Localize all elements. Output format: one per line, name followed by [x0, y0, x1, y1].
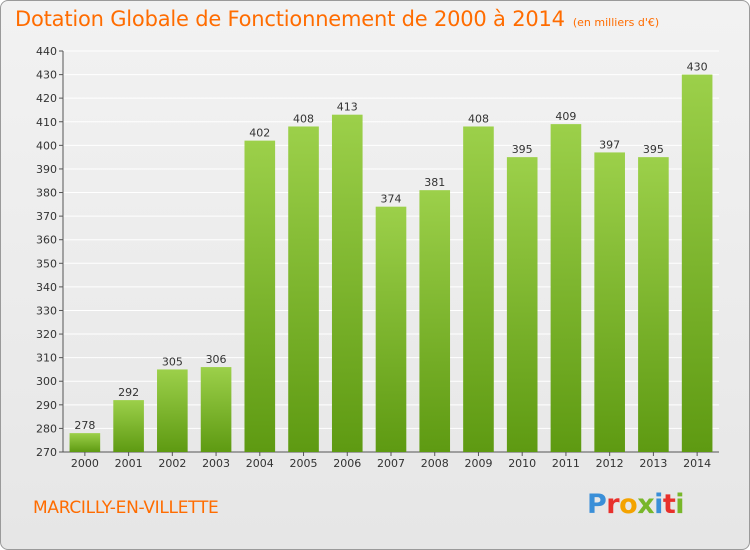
bar-value-label: 395: [643, 143, 664, 156]
bar: [463, 126, 494, 452]
y-tick-label: 420: [36, 92, 57, 105]
bar: [157, 369, 188, 452]
bar: [638, 157, 669, 452]
bar-value-label: 430: [687, 61, 708, 74]
bar: [594, 152, 625, 452]
x-tick-label: 2001: [115, 457, 143, 470]
bar: [113, 400, 144, 452]
y-tick-label: 290: [36, 399, 57, 412]
bar: [375, 206, 407, 452]
brand-letter: i: [654, 489, 663, 520]
bar: [200, 367, 232, 452]
bar-value-label: 306: [206, 353, 227, 366]
bar: [419, 190, 451, 452]
bar: [506, 157, 538, 452]
x-tick-label: 2008: [421, 457, 449, 470]
x-tick-label: 2000: [71, 457, 99, 470]
brand-letter: o: [619, 489, 638, 520]
y-tick-label: 370: [36, 210, 57, 223]
x-tick-label: 2002: [158, 457, 186, 470]
x-tick-label: 2013: [639, 457, 667, 470]
bar-value-label: 408: [468, 112, 489, 125]
x-tick-label: 2004: [246, 457, 274, 470]
chart-subtitle: (en milliers d'€): [572, 16, 660, 29]
bar-value-label: 409: [555, 110, 576, 123]
y-tick-label: 360: [36, 234, 57, 247]
y-tick-label: 300: [36, 375, 57, 388]
bar-value-label: 395: [512, 143, 533, 156]
bar-value-label: 292: [118, 386, 139, 399]
y-tick-label: 320: [36, 328, 57, 341]
bar-value-label: 397: [599, 138, 620, 151]
brand-letter: t: [662, 489, 676, 520]
bar-value-label: 278: [74, 419, 95, 432]
y-tick-label: 440: [36, 45, 57, 58]
bar-value-label: 305: [162, 355, 183, 368]
bar-value-label: 374: [381, 193, 402, 206]
x-tick-label: 2012: [596, 457, 624, 470]
brand-letter: i: [675, 489, 685, 520]
bar-value-label: 408: [293, 112, 314, 125]
y-tick-label: 280: [36, 422, 57, 435]
chart-header: Dotation Globale de Fonctionnement de 20…: [15, 7, 659, 31]
y-tick-label: 430: [36, 69, 57, 82]
bar-value-label: 413: [337, 101, 358, 114]
x-tick-label: 2014: [683, 457, 711, 470]
x-tick-label: 2005: [290, 457, 318, 470]
y-tick-label: 390: [36, 163, 57, 176]
y-tick-label: 400: [36, 139, 57, 152]
bar: [681, 74, 713, 453]
y-tick-label: 380: [36, 187, 57, 200]
bar: [288, 126, 319, 452]
bar: [69, 433, 101, 452]
bar-value-label: 381: [424, 176, 445, 189]
y-tick-label: 330: [36, 304, 57, 317]
bar: [331, 114, 363, 452]
brand-letter: r: [606, 489, 620, 520]
x-tick-label: 2011: [552, 457, 580, 470]
x-tick-label: 2007: [377, 457, 405, 470]
y-tick-label: 340: [36, 281, 57, 294]
x-tick-label: 2009: [464, 457, 492, 470]
x-tick-label: 2006: [333, 457, 361, 470]
brand-letter: P: [587, 489, 607, 520]
x-tick-label: 2003: [202, 457, 230, 470]
bar-value-label: 402: [249, 127, 270, 140]
y-tick-label: 350: [36, 257, 57, 270]
brand-letter: x: [637, 489, 655, 520]
chart-title: Dotation Globale de Fonctionnement de 20…: [15, 7, 565, 31]
y-tick-label: 310: [36, 352, 57, 365]
x-tick-label: 2010: [508, 457, 536, 470]
bar: [550, 124, 582, 452]
y-tick-label: 410: [36, 116, 57, 129]
y-tick-label: 270: [36, 446, 57, 459]
proxiti-logo: Proxiti: [587, 489, 685, 520]
bar: [244, 140, 276, 452]
commune-name: MARCILLY-EN-VILLETTE: [33, 498, 219, 518]
